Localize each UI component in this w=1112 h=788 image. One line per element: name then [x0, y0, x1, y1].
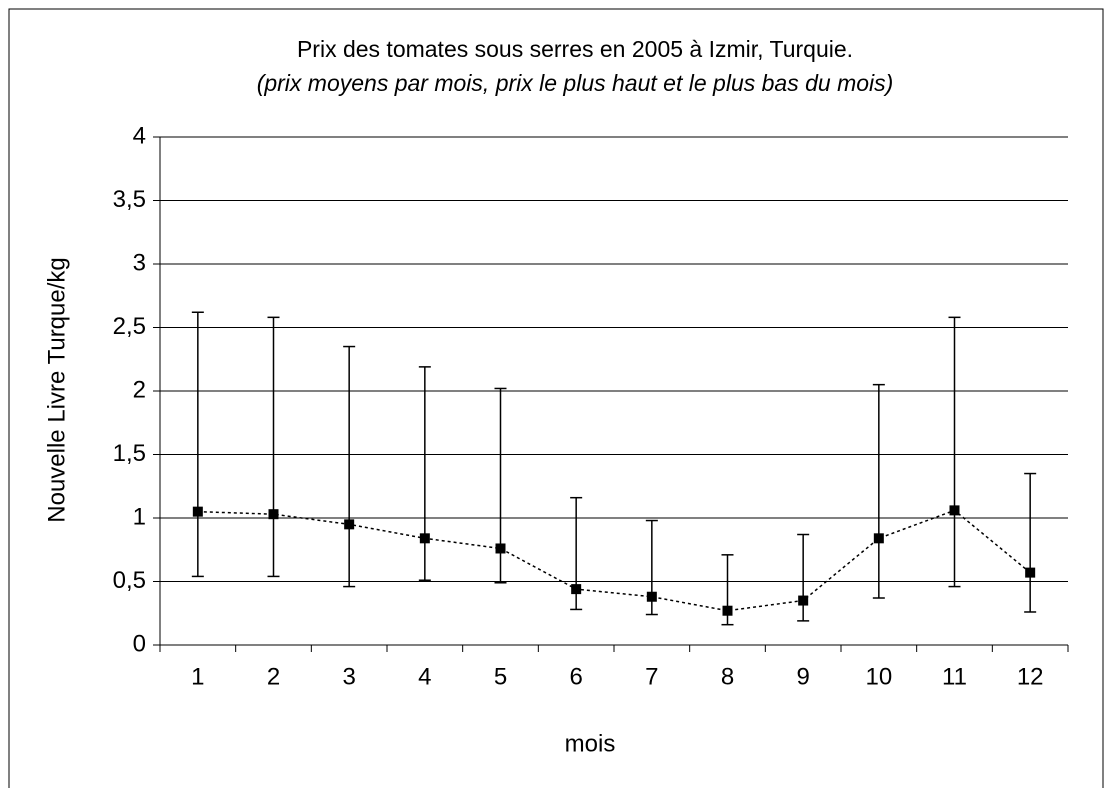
y-tick-label: 0	[133, 630, 146, 657]
marker	[798, 595, 809, 606]
marker	[1025, 567, 1036, 578]
marker	[949, 505, 960, 516]
marker	[268, 509, 279, 520]
x-tick-label: 7	[645, 663, 658, 690]
marker	[344, 519, 355, 530]
x-axis-label: mois	[565, 730, 616, 757]
marker	[495, 543, 506, 554]
x-tick-label: 9	[796, 663, 809, 690]
marker	[722, 605, 733, 616]
marker	[419, 533, 430, 544]
x-tick-label: 8	[721, 663, 734, 690]
marker	[646, 591, 657, 602]
chart-border	[8, 8, 1104, 788]
x-tick-label: 3	[342, 663, 355, 690]
marker	[873, 533, 884, 544]
x-tick-label: 5	[494, 663, 507, 690]
x-tick-label: 10	[865, 663, 892, 690]
x-tick-label: 6	[569, 663, 582, 690]
x-tick-label: 4	[418, 663, 431, 690]
y-tick-label: 4	[133, 122, 146, 149]
y-tick-label: 2,5	[113, 313, 146, 340]
y-tick-label: 1	[133, 503, 146, 530]
x-tick-label: 12	[1017, 663, 1044, 690]
x-tick-label: 1	[191, 663, 204, 690]
y-axis-label: Nouvelle Livre Turque/kg	[43, 257, 70, 522]
series-line	[197, 509, 1031, 612]
chart-title: Prix des tomates sous serres en 2005 à I…	[296, 36, 854, 62]
x-tick-label: 11	[942, 663, 967, 690]
y-tick-label: 3	[133, 249, 146, 276]
y-tick-label: 2	[133, 376, 146, 403]
marker	[192, 506, 203, 517]
y-tick-label: 3,5	[113, 186, 146, 213]
chart-subtitle: (prix moyens par mois, prix le plus haut…	[256, 70, 894, 96]
y-tick-label: 0,5	[113, 567, 146, 594]
marker	[571, 584, 582, 595]
y-tick-label: 1,5	[113, 440, 146, 467]
x-tick-label: 2	[267, 663, 280, 690]
